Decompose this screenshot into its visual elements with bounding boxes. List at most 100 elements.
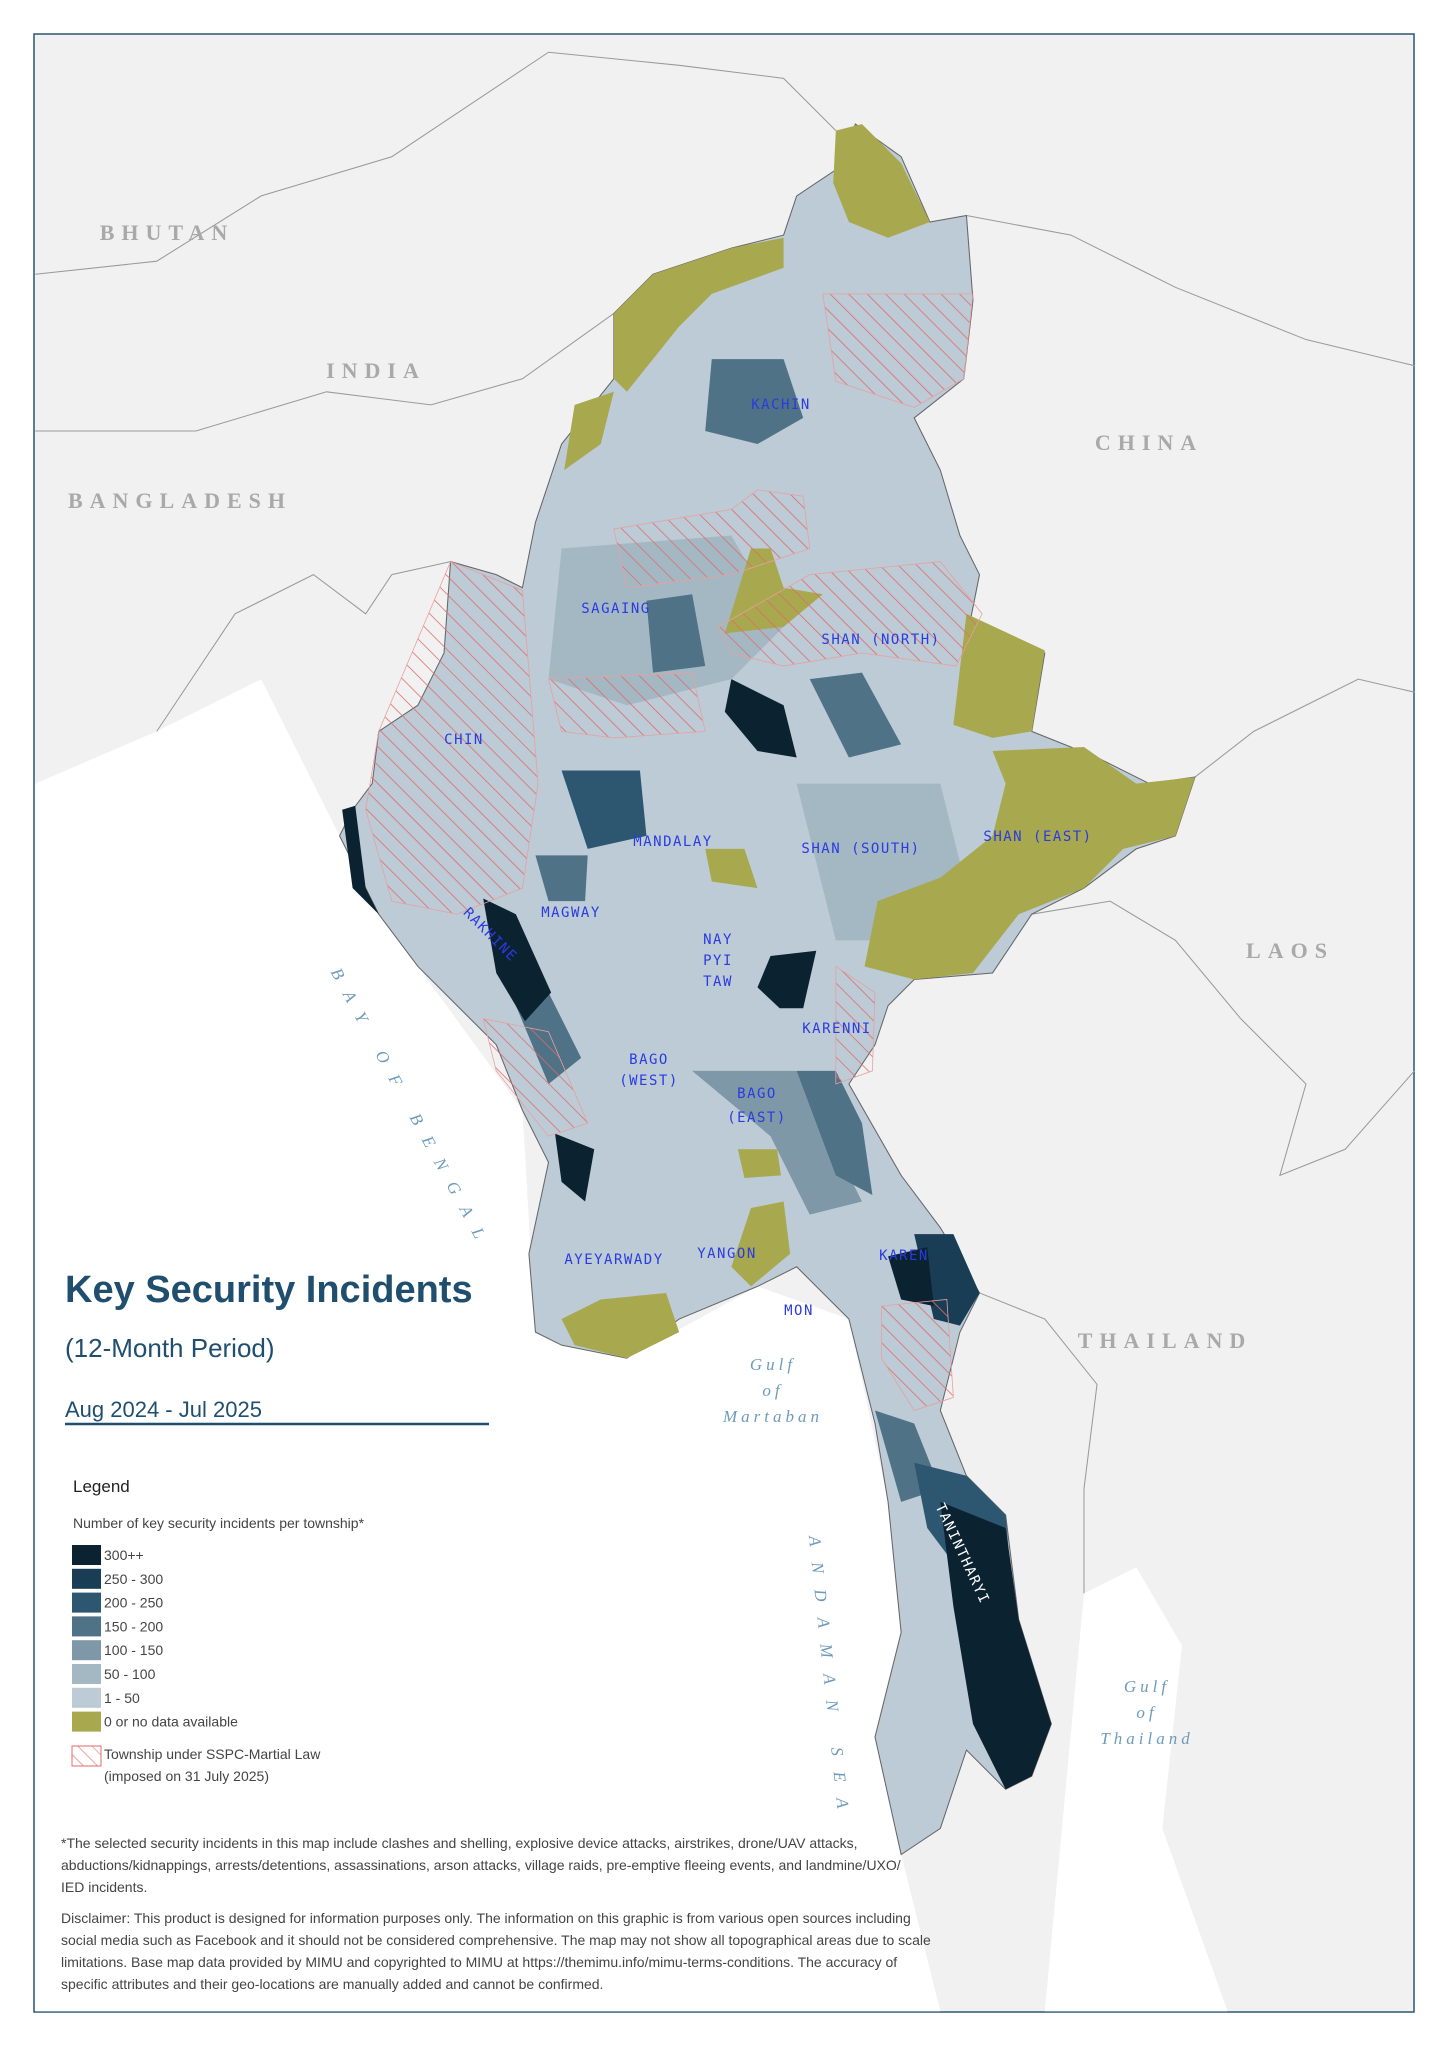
legend-label: 250 - 300 (104, 1571, 163, 1587)
legend-label: 100 - 150 (104, 1642, 163, 1658)
legend-swatch (72, 1616, 101, 1637)
water-label: Gulf (750, 1355, 796, 1374)
map-shapes (35, 51, 1415, 2012)
township-fill (833, 124, 930, 238)
legend-swatch (72, 1640, 101, 1661)
legend-swatch (72, 1592, 101, 1613)
legend-label: 150 - 200 (104, 1618, 163, 1634)
footnote: abductions/kidnappings, arrests/detentio… (61, 1857, 901, 1873)
water-label: of (1136, 1703, 1157, 1722)
water-label: Martaban (722, 1407, 823, 1426)
region-label: MANDALAY (633, 834, 712, 850)
region-label: SHAN (EAST) (983, 829, 1092, 845)
country-label: BHUTAN (100, 220, 235, 245)
sea (1044, 1567, 1228, 2012)
region-label: SAGAING (581, 601, 651, 617)
township-fill (809, 672, 902, 758)
legend-swatch (72, 1687, 101, 1708)
region-label: YANGON (697, 1246, 757, 1262)
region-label: SHAN (SOUTH) (801, 841, 920, 857)
legend-swatch (72, 1664, 101, 1684)
border (1194, 678, 1415, 778)
legend-label: Township under SSPC-Martial Law (104, 1746, 321, 1762)
legend-label: (imposed on 31 July 2025) (104, 1768, 269, 1784)
country-label: CHINA (1095, 430, 1203, 455)
country-label: THAILAND (1078, 1328, 1253, 1353)
legend-subtitle: Number of key security incidents per tow… (73, 1515, 365, 1531)
border (979, 1292, 1098, 1594)
legend-swatch (72, 1711, 101, 1732)
border (966, 214, 1415, 367)
township-fill (342, 805, 379, 915)
water-label: of (762, 1381, 783, 1400)
region-label: MAGWAY (541, 905, 601, 921)
region-label: BAGO (629, 1052, 669, 1068)
township-fill (692, 1070, 862, 1215)
township-fill (724, 679, 797, 758)
township-fill (483, 898, 552, 1022)
township-fill (705, 848, 758, 889)
township-fill (535, 855, 588, 902)
disclaimer: Disclaimer: This product is designed for… (61, 1910, 911, 1926)
martial-law-area (548, 672, 706, 739)
subtitle: (12-Month Period) (65, 1333, 275, 1363)
border (1031, 900, 1415, 1177)
township-fill (757, 950, 817, 1009)
footnote: *The selected security incidents in this… (61, 1835, 858, 1851)
region-label: SHAN (NORTH) (821, 632, 940, 648)
legend-label: 300++ (104, 1547, 144, 1563)
region-label: BAGO (737, 1086, 777, 1102)
region-label: KARENNI (802, 1021, 872, 1037)
region-label: PYI (703, 953, 733, 969)
legend-label: 0 or no data available (104, 1714, 238, 1730)
township-fill (555, 1133, 595, 1202)
martial-law-area (717, 561, 983, 667)
legend-swatch (72, 1568, 101, 1589)
legend-label: 50 - 100 (104, 1666, 156, 1682)
region-label: TAW (703, 974, 733, 990)
township-fill (564, 391, 614, 471)
region-label: KAREN (879, 1248, 929, 1264)
martial-law-area (881, 1299, 954, 1411)
footnote: IED incidents. (61, 1879, 147, 1895)
legend-swatch (71, 1745, 102, 1767)
region-label: NAY (703, 932, 733, 948)
martial-law-area (613, 489, 811, 589)
township-fill (953, 613, 1045, 738)
disclaimer: specific attributes and their geo-locati… (61, 1976, 603, 1992)
township-fill (561, 770, 647, 849)
region-label: MON (784, 1303, 814, 1319)
township-fill (796, 1070, 873, 1195)
martial-law-area (835, 965, 876, 1085)
sea (35, 679, 941, 2012)
martial-law-area (365, 561, 539, 915)
region-label: (EAST) (727, 1110, 787, 1126)
legend-label: 1 - 50 (104, 1690, 140, 1706)
border (35, 313, 615, 432)
legend-label: 200 - 250 (104, 1595, 163, 1611)
region-label: CHIN (444, 732, 484, 748)
township-fill (561, 1292, 680, 1359)
township-fill (731, 1201, 791, 1287)
legend: Legend Number of key security incidents … (71, 1477, 365, 1784)
region-label: (WEST) (619, 1073, 679, 1089)
martial-law-area (822, 293, 974, 408)
township-fill (613, 237, 784, 392)
period: Aug 2024 - Jul 2025 (65, 1397, 262, 1422)
legend-title: Legend (73, 1477, 130, 1496)
disclaimer: limitations. Base map data provided by M… (61, 1954, 897, 1970)
township-fill (864, 747, 1195, 980)
water-label: Thailand (1100, 1729, 1193, 1748)
township-fill (705, 359, 804, 445)
legend-swatch (72, 1545, 101, 1565)
border (35, 51, 837, 275)
country-label: BANGLADESH (68, 488, 292, 513)
border (156, 561, 451, 732)
water-label: Gulf (1124, 1677, 1170, 1696)
region-label: AYEYARWADY (564, 1252, 663, 1268)
country-label: LAOS (1246, 938, 1334, 963)
township-fill (646, 594, 706, 673)
region-label: KACHIN (751, 397, 811, 413)
township-fill (737, 1149, 781, 1179)
